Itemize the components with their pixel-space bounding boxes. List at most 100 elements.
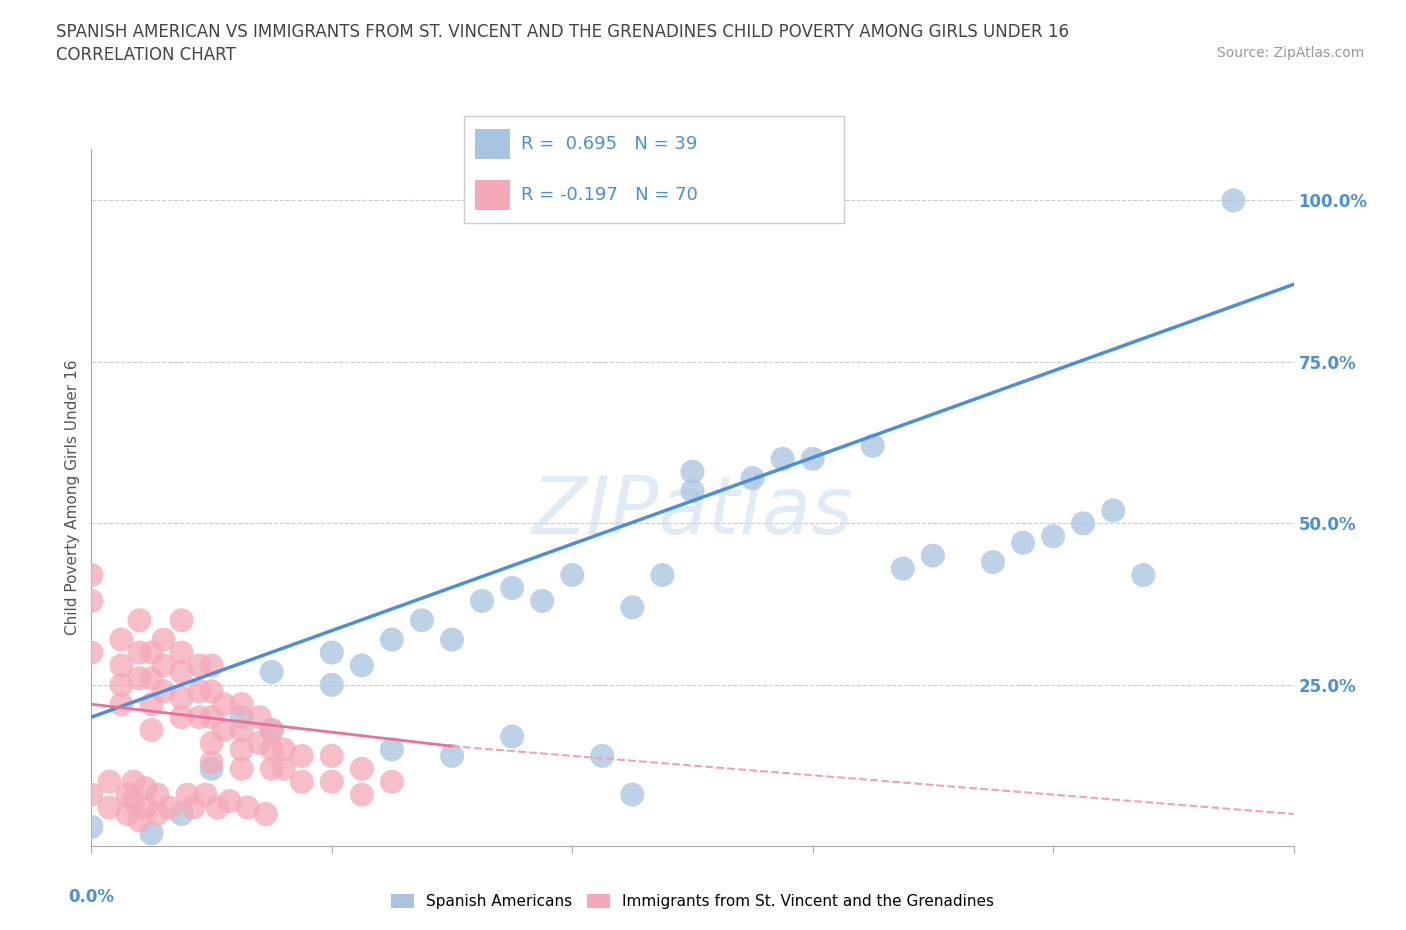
Point <box>159 800 181 815</box>
Point <box>621 787 644 802</box>
Point <box>201 762 224 777</box>
Point <box>801 451 824 466</box>
Point <box>254 806 277 821</box>
Point <box>128 671 150 685</box>
Point <box>98 775 121 790</box>
Point <box>128 813 150 828</box>
Point <box>350 787 373 802</box>
Point <box>170 645 193 660</box>
Point <box>152 684 174 698</box>
Point <box>134 781 156 796</box>
Point <box>207 800 229 815</box>
Point <box>249 710 271 724</box>
Point <box>681 484 703 498</box>
Point <box>201 658 224 673</box>
Point <box>440 632 463 647</box>
Point <box>350 762 373 777</box>
Point <box>110 632 132 647</box>
Point <box>80 787 103 802</box>
Point <box>194 787 217 802</box>
Point <box>141 671 163 685</box>
Point <box>1132 567 1154 582</box>
Text: SPANISH AMERICAN VS IMMIGRANTS FROM ST. VINCENT AND THE GRENADINES CHILD POVERTY: SPANISH AMERICAN VS IMMIGRANTS FROM ST. … <box>56 23 1069 41</box>
FancyBboxPatch shape <box>475 129 509 159</box>
Point <box>201 684 224 698</box>
Point <box>321 677 343 692</box>
Point <box>231 710 253 724</box>
Point <box>188 658 211 673</box>
Text: CORRELATION CHART: CORRELATION CHART <box>56 46 236 64</box>
Point <box>117 806 139 821</box>
Point <box>122 775 145 790</box>
Point <box>891 561 914 576</box>
Point <box>981 554 1004 569</box>
Point <box>188 710 211 724</box>
Point <box>212 697 235 711</box>
Point <box>440 749 463 764</box>
Point <box>471 593 494 608</box>
Point <box>170 690 193 705</box>
Point <box>231 742 253 757</box>
Point <box>260 742 283 757</box>
Point <box>501 580 523 595</box>
Point <box>321 775 343 790</box>
Point <box>98 800 121 815</box>
Point <box>1222 193 1244 208</box>
Point <box>591 749 613 764</box>
Point <box>146 787 169 802</box>
Point <box>531 593 554 608</box>
Point <box>201 755 224 770</box>
Point <box>1012 536 1035 551</box>
Text: R = -0.197   N = 70: R = -0.197 N = 70 <box>520 186 697 205</box>
Point <box>321 645 343 660</box>
Point <box>1042 529 1064 544</box>
Point <box>201 736 224 751</box>
Point <box>772 451 794 466</box>
Point <box>141 723 163 737</box>
Point <box>117 787 139 802</box>
Point <box>273 742 295 757</box>
Point <box>218 793 240 808</box>
Point <box>128 613 150 628</box>
Point <box>249 736 271 751</box>
Text: 0.0%: 0.0% <box>69 888 114 906</box>
FancyBboxPatch shape <box>475 180 509 210</box>
Point <box>110 697 132 711</box>
Point <box>260 723 283 737</box>
Point <box>80 593 103 608</box>
Point <box>231 762 253 777</box>
Point <box>170 665 193 680</box>
Point <box>236 800 259 815</box>
Point <box>170 710 193 724</box>
Point <box>381 742 404 757</box>
Point <box>260 723 283 737</box>
Point <box>862 438 884 453</box>
Point <box>411 613 433 628</box>
Point <box>176 787 198 802</box>
Point <box>321 749 343 764</box>
Point <box>561 567 583 582</box>
Point <box>152 658 174 673</box>
Point <box>134 800 156 815</box>
Text: ZIPatlas: ZIPatlas <box>531 472 853 551</box>
FancyBboxPatch shape <box>464 116 844 223</box>
Point <box>80 567 103 582</box>
Point <box>201 710 224 724</box>
Point <box>621 600 644 615</box>
Point <box>122 793 145 808</box>
Point <box>146 806 169 821</box>
Point <box>381 775 404 790</box>
Point <box>291 775 314 790</box>
Point <box>141 645 163 660</box>
Point <box>350 658 373 673</box>
Point <box>188 684 211 698</box>
Point <box>231 697 253 711</box>
Point <box>110 677 132 692</box>
Point <box>922 549 945 564</box>
Point <box>80 645 103 660</box>
Legend: Spanish Americans, Immigrants from St. Vincent and the Grenadines: Spanish Americans, Immigrants from St. V… <box>384 888 1001 915</box>
Point <box>381 632 404 647</box>
Point <box>291 749 314 764</box>
Point <box>1071 516 1094 531</box>
Point <box>1102 503 1125 518</box>
